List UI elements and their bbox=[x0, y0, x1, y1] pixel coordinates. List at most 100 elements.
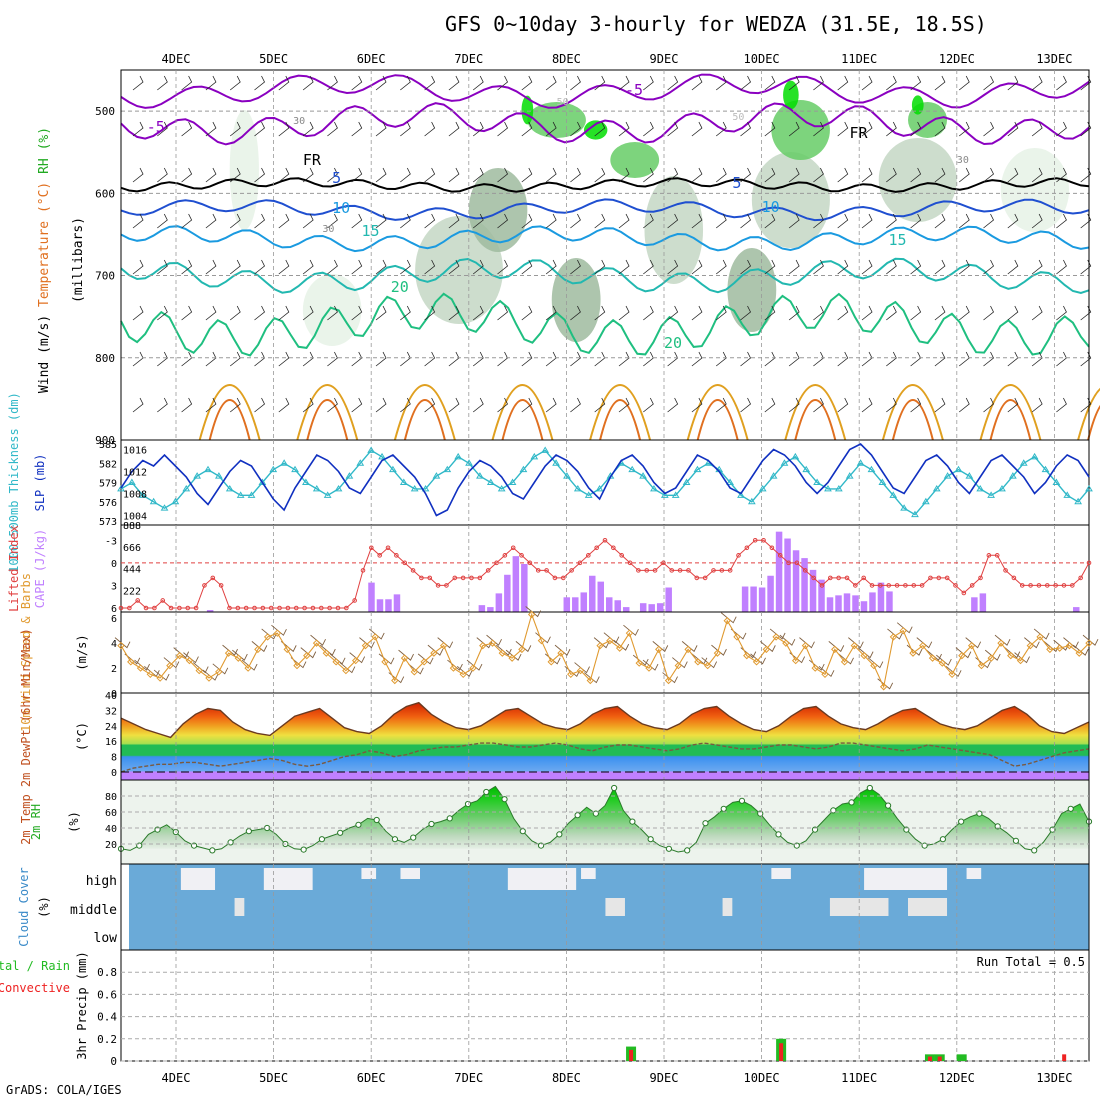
rh-point bbox=[483, 788, 490, 796]
wind-barb bbox=[327, 167, 338, 183]
wind-barb bbox=[861, 397, 873, 413]
li-point bbox=[569, 568, 574, 573]
cape-bar bbox=[741, 586, 749, 612]
li-point bbox=[878, 583, 883, 588]
wind-barb-10m bbox=[300, 647, 317, 659]
wind-barb-10m bbox=[124, 653, 141, 665]
contour-label: 50 bbox=[557, 97, 569, 108]
wind-barb bbox=[521, 213, 533, 229]
thickness-point bbox=[563, 472, 571, 479]
precip-panel: 0.8 0.6 0.4 0.2 0 Run Total = 0.5 bbox=[97, 949, 1090, 1068]
wind-barb bbox=[667, 397, 679, 413]
li-point bbox=[135, 598, 140, 603]
wind-barb-10m bbox=[398, 649, 414, 661]
thickness-point bbox=[813, 478, 821, 485]
wind-speed-point bbox=[772, 633, 780, 641]
thickness-point bbox=[258, 478, 267, 485]
wind-barb bbox=[788, 305, 800, 321]
wind-tick: 4 bbox=[111, 639, 117, 650]
wind-barb-10m bbox=[984, 649, 1001, 661]
wind-barb bbox=[983, 213, 995, 229]
wind-speed-point bbox=[342, 666, 350, 675]
li-point bbox=[252, 605, 257, 611]
wind-barb bbox=[181, 75, 193, 91]
wind-barb-10m bbox=[417, 653, 434, 665]
wind-speed-point bbox=[997, 639, 1005, 647]
wind-barb bbox=[327, 213, 338, 229]
li-point bbox=[210, 575, 216, 581]
credit-label: GrADS: COLA/IGES bbox=[6, 1083, 122, 1097]
li-point bbox=[310, 605, 316, 611]
wind-barb bbox=[278, 351, 290, 367]
rh-point bbox=[300, 846, 307, 853]
thickness-point bbox=[149, 497, 158, 505]
rh-point bbox=[684, 847, 691, 854]
li-point bbox=[218, 583, 224, 588]
wind-barb-10m bbox=[1004, 647, 1021, 659]
wind-barb bbox=[886, 75, 897, 91]
cape-bar bbox=[478, 605, 486, 612]
wind-barb bbox=[497, 121, 509, 137]
wind-barb bbox=[229, 305, 241, 321]
wind-barb bbox=[424, 351, 436, 367]
thickness-point bbox=[443, 465, 452, 473]
wind-unit-label: (m/s) bbox=[75, 634, 89, 670]
li-point bbox=[719, 568, 725, 573]
wind-barb bbox=[327, 305, 338, 321]
day-label-top: 11DEC bbox=[841, 52, 877, 66]
wind-barb bbox=[618, 121, 630, 137]
wind-barb bbox=[351, 305, 363, 321]
wind-barb bbox=[618, 305, 630, 321]
cape-bar bbox=[886, 591, 893, 612]
thickness-point bbox=[758, 484, 767, 492]
thickness-point bbox=[584, 491, 593, 498]
temp-tick: 8 bbox=[111, 753, 117, 764]
wind-barb bbox=[254, 121, 266, 137]
day-label-bottom: 5DEC bbox=[259, 1071, 288, 1085]
wind-speed-point bbox=[958, 651, 966, 660]
wind-speed-point bbox=[928, 654, 937, 662]
wind-speed-point bbox=[1026, 641, 1035, 650]
wind-speed-point bbox=[889, 633, 898, 641]
wind-barb bbox=[1031, 121, 1043, 137]
wind-barb bbox=[351, 259, 363, 275]
wind-barb bbox=[934, 259, 946, 275]
thickness-point bbox=[639, 472, 647, 479]
cape-tick: 888 bbox=[123, 521, 141, 532]
rh-tick: 20 bbox=[105, 840, 117, 851]
li-point bbox=[1044, 583, 1050, 588]
warm-arch bbox=[306, 399, 349, 441]
wind-barb bbox=[424, 167, 436, 183]
li-point bbox=[711, 568, 716, 573]
cape-bar bbox=[639, 603, 647, 612]
wind-barb bbox=[570, 397, 581, 413]
wind-barb-10m bbox=[505, 649, 522, 661]
li-point bbox=[744, 545, 750, 551]
rh-shade bbox=[751, 152, 830, 248]
wind-barb bbox=[448, 167, 460, 183]
day-label-bottom: 9DEC bbox=[650, 1071, 679, 1085]
li-point bbox=[627, 560, 633, 566]
wind-barb-10m bbox=[437, 637, 454, 649]
wind-barb bbox=[375, 121, 387, 137]
precip-tick: 0.2 bbox=[97, 1033, 117, 1046]
wind-barb bbox=[570, 121, 581, 137]
rain-bar bbox=[956, 1054, 967, 1061]
thickness-point bbox=[117, 484, 125, 492]
cape-bar bbox=[385, 599, 392, 612]
wind-barb bbox=[132, 167, 144, 183]
li-point bbox=[969, 583, 975, 588]
thickness-point bbox=[1085, 484, 1093, 492]
wind-speed-point bbox=[977, 661, 986, 670]
cape-bar bbox=[495, 593, 503, 612]
cape-bar bbox=[750, 586, 757, 612]
day-label-top: 7DEC bbox=[454, 52, 483, 66]
rh-point bbox=[702, 820, 709, 827]
thickness-point bbox=[236, 491, 245, 498]
wind-barb bbox=[205, 121, 217, 137]
wind-barb bbox=[448, 397, 460, 413]
li-point bbox=[819, 583, 825, 588]
wind-speed-point bbox=[1085, 639, 1093, 647]
wind-barb bbox=[157, 397, 168, 413]
thickness-tick: 582 bbox=[99, 459, 117, 470]
